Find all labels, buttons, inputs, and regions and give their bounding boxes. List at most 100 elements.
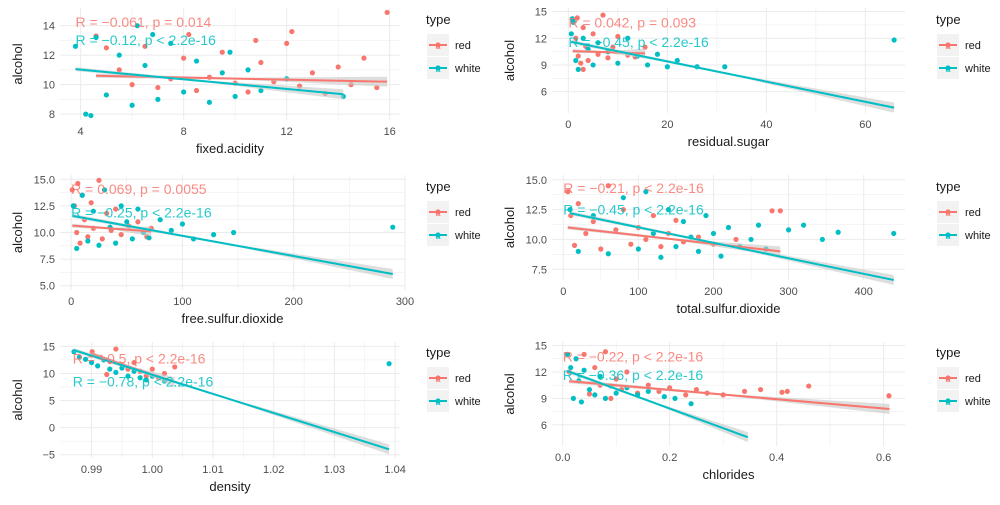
correlation-label-red: R = −0.21, p < 2.2e-16 xyxy=(563,180,704,196)
data-point-white xyxy=(664,64,670,70)
data-point-white xyxy=(79,192,85,198)
data-point-red xyxy=(309,70,316,76)
x-tick-label: 0 xyxy=(560,286,566,298)
legend-label: white xyxy=(964,63,991,75)
y-tick-label: 9 xyxy=(541,393,547,405)
data-point-white xyxy=(688,401,694,407)
data-point-red xyxy=(602,349,609,355)
scatter-panel: 0 20 40 60 6 9 12 15 R = 0.042, p = 0.093 R = −0.… xyxy=(502,7,991,149)
data-point-white xyxy=(575,66,581,72)
data-point-white xyxy=(210,232,217,238)
data-point-red xyxy=(615,33,621,40)
x-tick-label: 1.03 xyxy=(324,464,345,476)
data-point-white xyxy=(390,224,396,230)
y-tick-label: 15 xyxy=(535,341,547,353)
data-point-white xyxy=(107,366,113,372)
trend-line-white xyxy=(567,370,749,439)
data-point-red xyxy=(757,386,764,393)
data-point-red xyxy=(628,241,634,247)
data-point-white xyxy=(580,35,586,41)
legend-key-glyph: a xyxy=(945,208,950,218)
data-point-red xyxy=(806,383,812,389)
data-point-red xyxy=(575,53,581,59)
data-point-white xyxy=(146,235,152,241)
data-point-white xyxy=(635,246,641,252)
data-point-white xyxy=(595,40,601,46)
x-tick-label: 0.0 xyxy=(555,452,570,464)
correlation-label-white: R = −0.45, p < 2.2e-16 xyxy=(568,34,709,50)
x-tick-label: 0 xyxy=(565,119,571,131)
data-point-white xyxy=(564,351,571,357)
x-tick-label: 0.2 xyxy=(662,452,677,464)
x-tick-label: 4 xyxy=(78,126,84,138)
legend-key-glyph: a xyxy=(435,208,440,218)
x-tick-label: 0.99 xyxy=(81,464,102,476)
data-point-red xyxy=(642,44,648,50)
x-tick-label: 400 xyxy=(855,286,873,298)
x-tick-label: 300 xyxy=(779,286,797,298)
x-tick-label: 12 xyxy=(281,126,293,138)
legend-label: white xyxy=(454,230,481,242)
data-point-red xyxy=(104,210,110,216)
data-point-red xyxy=(573,35,579,41)
data-point-white xyxy=(231,229,237,236)
data-point-white xyxy=(620,195,626,201)
data-point-white xyxy=(88,112,94,119)
x-tick-label: 40 xyxy=(760,119,772,131)
data-point-white xyxy=(96,242,102,248)
data-point-white xyxy=(597,373,603,379)
scatter-panel: 0.0 0.2 0.4 0.6 6 9 12 15 R = −0.22, p < 2.2e-16… xyxy=(502,341,991,482)
data-point-white xyxy=(116,52,122,58)
data-point-red xyxy=(590,218,596,225)
legend-title: type xyxy=(426,12,451,27)
data-point-white xyxy=(703,212,709,219)
data-point-red xyxy=(598,246,604,252)
data-point-white xyxy=(70,203,76,209)
data-point-white xyxy=(602,395,609,402)
data-point-red xyxy=(149,366,155,372)
data-point-white xyxy=(95,363,101,369)
correlation-label-white: R = −0.78, p < 2.2e-16 xyxy=(73,373,214,389)
data-point-red xyxy=(590,31,596,37)
x-axis-title: free.sulfur.dioxide xyxy=(182,311,284,326)
y-axis-title: alcohol xyxy=(10,212,25,253)
y-tick-label: 10 xyxy=(43,368,55,380)
legend-key-point xyxy=(435,42,441,48)
legend-key-point xyxy=(435,65,441,71)
x-tick-label: 300 xyxy=(396,296,414,308)
y-tick-label: −5 xyxy=(42,450,55,462)
data-point-white xyxy=(661,394,667,400)
legend-key-point xyxy=(435,232,441,238)
y-tick-label: 12.5 xyxy=(526,205,547,217)
data-point-red xyxy=(886,393,892,399)
data-point-red xyxy=(85,234,91,240)
x-tick-label: 200 xyxy=(704,286,722,298)
data-point-red xyxy=(693,386,700,393)
data-point-red xyxy=(580,66,586,72)
data-point-white xyxy=(673,243,679,250)
legend-title: type xyxy=(936,345,961,360)
legend-key-point xyxy=(945,375,951,381)
data-point-red xyxy=(245,89,251,95)
x-tick-label: 100 xyxy=(629,286,647,298)
data-point-red xyxy=(613,376,619,382)
data-point-red xyxy=(574,15,580,21)
y-axis-title: alcohol xyxy=(502,207,517,248)
data-point-red xyxy=(284,40,290,46)
data-point-white xyxy=(258,87,264,94)
data-point-red xyxy=(673,217,679,223)
legend: type a red a white xyxy=(936,345,991,412)
data-point-white xyxy=(891,37,897,43)
data-point-red xyxy=(74,229,80,236)
data-point-red xyxy=(784,388,790,394)
data-point-red xyxy=(605,55,611,61)
data-point-red xyxy=(131,359,137,366)
y-tick-label: 6 xyxy=(541,420,547,432)
y-tick-label: 15.0 xyxy=(526,175,547,187)
data-point-white xyxy=(83,111,89,117)
data-point-white xyxy=(644,62,651,68)
data-point-white xyxy=(592,392,598,398)
data-point-red xyxy=(118,232,124,238)
x-tick-label: 8 xyxy=(181,126,187,138)
